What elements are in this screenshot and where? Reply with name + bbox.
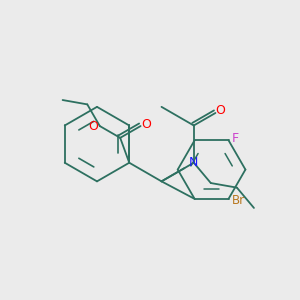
Text: O: O	[141, 118, 151, 131]
Text: Br: Br	[232, 194, 245, 207]
Text: O: O	[215, 104, 225, 117]
Text: O: O	[88, 120, 98, 133]
Text: N: N	[189, 156, 199, 169]
Text: F: F	[232, 132, 239, 145]
